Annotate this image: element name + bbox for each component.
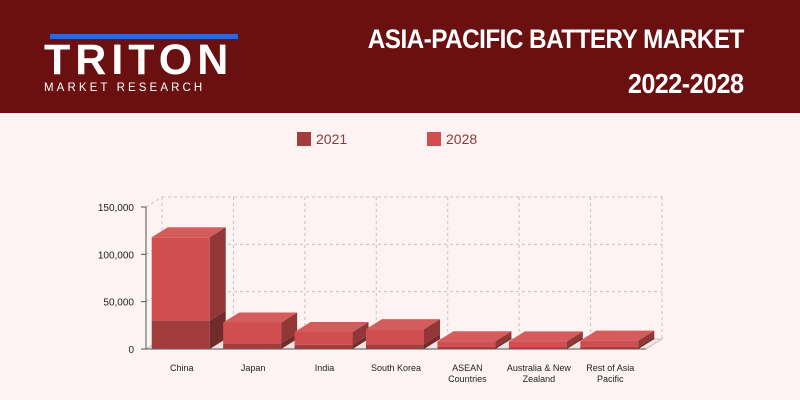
logo-tagline: MARKET RESEARCH	[44, 82, 206, 94]
bar-front	[151, 237, 210, 321]
bar-front	[294, 344, 353, 349]
bar-2028-south-korea	[366, 319, 440, 345]
bar-front	[223, 343, 282, 349]
bar-2028-australia-new-zealand	[508, 331, 583, 348]
bar-side	[281, 312, 298, 344]
legend-label-2028: 2028	[446, 131, 477, 147]
logo-wordmark: TRITON	[44, 36, 234, 84]
bar-top	[294, 321, 369, 332]
bar-2021-japan	[223, 333, 298, 349]
bar-2021-asean-countries	[437, 336, 512, 349]
bar-front	[437, 346, 496, 349]
x-category-label: Rest of Asia	[586, 363, 634, 373]
header-banner: TRITON MARKET RESEARCH ASIA-PACIFIC BATT…	[0, 0, 800, 113]
bar-front	[151, 320, 210, 349]
x-category-label: Japan	[241, 363, 266, 373]
bar-front	[580, 346, 639, 349]
y-tick-label: 150,000	[98, 203, 135, 214]
bar-2028-asean-countries	[437, 331, 512, 347]
bar-side	[638, 330, 655, 347]
bar-side	[566, 331, 583, 348]
bar-side	[209, 310, 226, 349]
bar-2021-rest-of-asia-pacific	[580, 336, 655, 349]
x-category-label: India	[315, 363, 335, 373]
bar-front	[508, 347, 567, 349]
legend-swatch-2021	[297, 132, 311, 146]
bar-side	[638, 336, 655, 349]
bar-2028-china	[151, 227, 226, 321]
page-subtitle-years: 2022-2028	[628, 68, 744, 99]
y-tick-label: 0	[128, 345, 134, 356]
bar-2028-rest-of-asia-pacific	[580, 330, 655, 347]
bar-chart: 2021 2028 0 50,000 100,000 150,000 China Japa…	[98, 131, 664, 384]
legend-swatch-2028	[427, 132, 441, 146]
bar-front	[223, 322, 282, 344]
x-category-label: China	[170, 363, 194, 373]
chart-bars	[151, 227, 655, 349]
y-tick-label: 50,000	[103, 298, 134, 309]
bar-top	[223, 312, 298, 323]
x-category-label: Pacific	[597, 374, 624, 384]
bar-front	[294, 331, 353, 345]
bar-top	[151, 227, 226, 238]
bar-2021-australia-new-zealand	[508, 337, 583, 349]
bar-side	[566, 337, 583, 349]
bar-top	[508, 331, 583, 342]
bar-side	[424, 319, 440, 345]
bar-top	[366, 319, 440, 330]
bar-2028-india	[294, 321, 369, 345]
bar-front	[437, 341, 496, 347]
x-category-label: ASEAN	[452, 363, 483, 373]
bar-front	[508, 341, 567, 348]
bar-side	[495, 336, 512, 349]
bar-side	[352, 334, 369, 349]
chart-labels: 0 50,000 100,000 150,000 China Japan India Sout…	[98, 203, 634, 384]
bar-2021-south-korea	[366, 334, 440, 349]
bar-front	[580, 340, 639, 347]
bar-2021-china	[151, 310, 226, 349]
bar-top	[580, 330, 655, 341]
bar-2021-india	[294, 334, 369, 349]
gridline-floor	[145, 196, 163, 208]
bar-2028-japan	[223, 312, 298, 344]
bar-front	[366, 329, 424, 345]
bar-side	[495, 331, 512, 347]
x-category-label: Australia & New	[507, 363, 572, 373]
bar-top	[437, 331, 512, 342]
bar-side	[281, 333, 298, 349]
x-category-label: South Korea	[371, 363, 421, 373]
x-category-label: Zealand	[523, 374, 556, 384]
legend-label-2021: 2021	[316, 131, 347, 147]
page-title: ASIA-PACIFIC BATTERY MARKET	[367, 24, 745, 54]
bar-side	[209, 227, 226, 321]
chart-legend: 2021 2028	[297, 131, 477, 147]
bar-side	[424, 334, 440, 349]
y-tick-label: 100,000	[98, 250, 135, 261]
triton-logo: TRITON MARKET RESEARCH	[44, 34, 238, 98]
logo-accent-bar	[50, 34, 238, 39]
bar-side	[352, 321, 369, 345]
x-category-label: Countries	[448, 374, 487, 384]
bar-front	[366, 344, 424, 349]
